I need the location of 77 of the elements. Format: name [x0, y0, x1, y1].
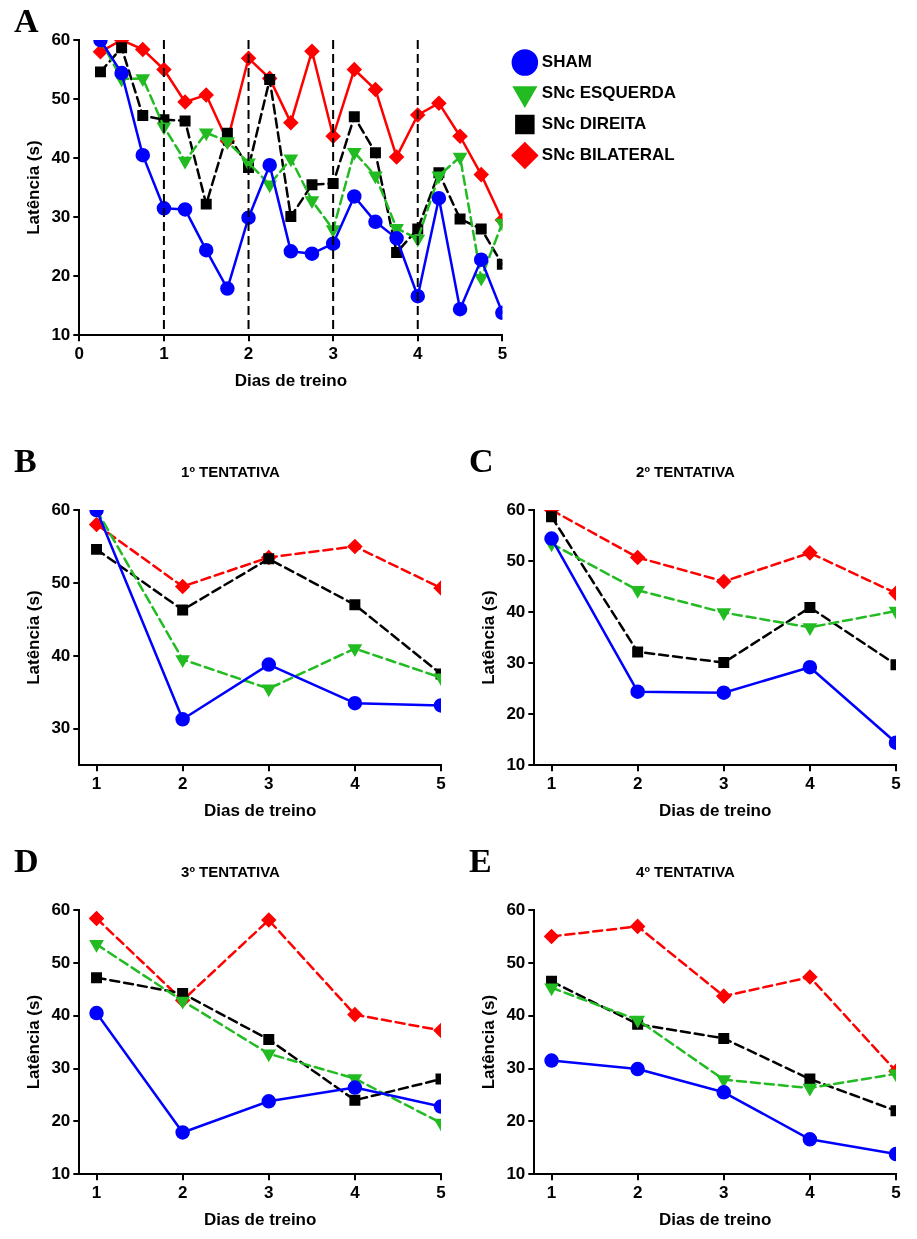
x-tick-label: 3 — [719, 1183, 729, 1203]
x-tick-label: 5 — [497, 344, 508, 364]
x-tick-label: 1 — [546, 1183, 557, 1203]
y-tick-label: 50 — [51, 572, 71, 592]
x-tick-label: 0 — [74, 344, 85, 364]
y-tick-label: 20 — [51, 1111, 71, 1131]
x-tick-label: 5 — [436, 774, 446, 794]
x-tick-label: 2 — [177, 774, 188, 794]
y-tick-label: 40 — [51, 645, 71, 665]
y-tick-label: 40 — [506, 601, 526, 621]
y-tick-label: 60 — [506, 499, 526, 519]
y-tick-label: 60 — [51, 29, 71, 49]
y-tick-label: 50 — [51, 88, 71, 108]
chart-title: 2º TENTATIVA — [636, 463, 736, 481]
chart-title: 3º TENTATIVA — [181, 863, 281, 881]
chart-title: 1º TENTATIVA — [181, 463, 281, 481]
y-tick-label: 20 — [506, 1111, 526, 1131]
x-tick-label: 4 — [413, 344, 424, 364]
y-tick-label: 10 — [506, 754, 526, 774]
legend-label: SNc BILATERAL — [541, 145, 675, 165]
x-tick-label: 1 — [91, 774, 102, 794]
y-tick-label: 10 — [51, 1163, 71, 1183]
x-tick-label: 5 — [891, 774, 901, 794]
text: B — [14, 442, 37, 479]
x-tick-label: 4 — [805, 1183, 816, 1203]
y-tick-label: 30 — [506, 652, 526, 672]
x-axis-title: Dias de treino — [203, 1210, 317, 1230]
y-tick-label: 30 — [51, 206, 71, 226]
x-tick-label: 2 — [632, 774, 643, 794]
legend-label: SNc ESQUERDA — [541, 83, 676, 103]
x-tick-label: 1 — [546, 774, 557, 794]
y-tick-label: 50 — [51, 952, 71, 972]
chart-title: 4º TENTATIVA — [636, 863, 736, 881]
x-tick-label: 4 — [350, 1183, 361, 1203]
y-tick-label: 30 — [506, 1058, 526, 1078]
x-tick-label: 2 — [177, 1183, 188, 1203]
y-tick-label: 10 — [506, 1163, 526, 1183]
y-axis-title: Latência (s) — [23, 140, 43, 235]
y-axis-title: Latência (s) — [478, 994, 498, 1090]
y-tick-label: 40 — [506, 1005, 526, 1025]
y-tick-label: 40 — [51, 1005, 71, 1025]
text: A — [14, 2, 39, 39]
x-tick-label: 3 — [328, 344, 338, 364]
text: C — [469, 442, 494, 479]
x-tick-label: 1 — [91, 1183, 102, 1203]
y-tick-label: 60 — [51, 499, 71, 519]
x-axis-title: Dias de treino — [658, 801, 772, 821]
x-axis-title: Dias de treino — [658, 1210, 772, 1230]
legend-label: SHAM — [541, 52, 592, 72]
y-tick-label: 50 — [506, 550, 526, 570]
x-tick-label: 1 — [159, 344, 169, 364]
x-tick-label: 5 — [891, 1183, 901, 1203]
x-axis-title: Dias de treino — [234, 371, 348, 391]
x-tick-label: 3 — [719, 774, 729, 794]
y-axis-title: Latência (s) — [23, 590, 43, 685]
y-tick-label: 10 — [51, 324, 71, 344]
y-tick-label: 20 — [506, 703, 526, 723]
y-tick-label: 30 — [51, 718, 71, 738]
x-tick-label: 2 — [632, 1183, 643, 1203]
x-tick-label: 3 — [264, 774, 274, 794]
y-tick-label: 20 — [51, 265, 71, 285]
y-tick-label: 60 — [51, 899, 71, 919]
text: E — [469, 842, 492, 879]
x-tick-label: 5 — [436, 1183, 446, 1203]
y-axis-title: Latência (s) — [23, 994, 43, 1090]
x-tick-label: 4 — [350, 774, 361, 794]
x-tick-label: 3 — [264, 1183, 274, 1203]
x-tick-label: 4 — [805, 774, 816, 794]
x-tick-label: 2 — [243, 344, 254, 364]
legend-label: SNc DIREITA — [541, 114, 647, 134]
y-axis-title: Latência (s) — [478, 590, 498, 685]
y-tick-label: 30 — [51, 1058, 71, 1078]
y-tick-label: 60 — [506, 899, 526, 919]
text: D — [14, 842, 39, 879]
y-tick-label: 40 — [51, 147, 71, 167]
x-axis-title: Dias de treino — [203, 801, 317, 821]
y-tick-label: 50 — [506, 952, 526, 972]
